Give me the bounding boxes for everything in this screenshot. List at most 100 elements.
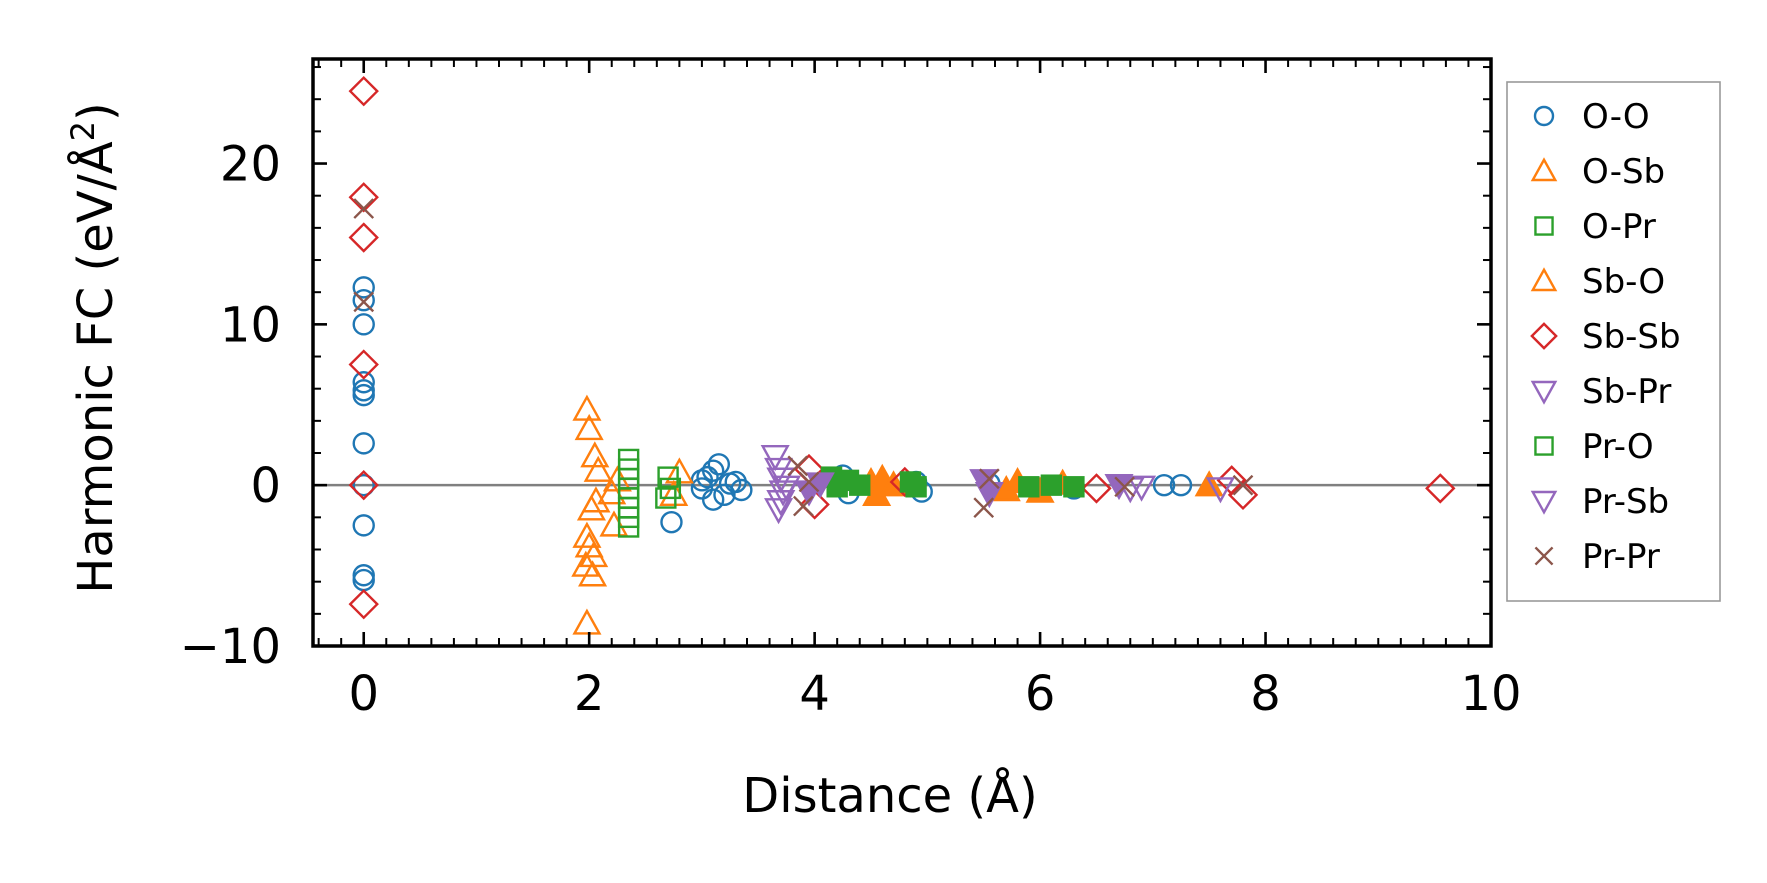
data-point: [690, 477, 714, 500]
data-point: [1530, 157, 1558, 182]
x-tick-label: 2: [574, 666, 605, 722]
y-tick-label: 10: [220, 297, 281, 353]
data-point: [348, 349, 379, 380]
data-point: [348, 75, 379, 107]
data-point: [352, 432, 375, 455]
legend: O-O O-Sb O-Pr Sb-O Sb-Sb Sb-Pr Pr-O Pr-Sb Pr-Pr: [1506, 81, 1721, 602]
legend-item: Pr-Sb: [1530, 482, 1669, 522]
data-point: [1227, 479, 1259, 511]
legend-item: O-O: [1533, 97, 1650, 137]
x-tick-label: 10: [1460, 666, 1521, 722]
plot-frame: [311, 57, 1493, 648]
legend-label: O-Sb: [1582, 152, 1665, 192]
data-point: [352, 473, 375, 497]
data-point: [707, 453, 731, 476]
data-point: [574, 413, 604, 441]
legend-item: Pr-O: [1534, 427, 1654, 467]
x-tick-label: 6: [1025, 666, 1056, 722]
legend-box: [1506, 81, 1721, 602]
data-point: [348, 469, 379, 501]
data-point: [572, 608, 602, 635]
data-point: [572, 521, 602, 548]
data-point: [1530, 380, 1558, 405]
data-point: [1232, 474, 1254, 496]
data-point: [352, 276, 375, 299]
data-point: [348, 588, 379, 620]
data-point: [979, 468, 1000, 490]
data-points: [348, 75, 1456, 635]
series-pr-o: [820, 466, 1085, 498]
x-tick-label: 8: [1250, 666, 1281, 722]
y-tick-label: −10: [180, 619, 281, 675]
data-point: [805, 472, 835, 499]
data-point: [760, 445, 790, 472]
data-point: [578, 560, 608, 587]
data-point: [583, 455, 613, 482]
data-point: [348, 182, 379, 213]
data-point: [1152, 473, 1176, 497]
data-point: [352, 289, 375, 312]
data-point: [352, 313, 375, 336]
legend-label: Sb-O: [1582, 262, 1665, 302]
y-axis-title-main: Harmonic FC (eV/Å: [67, 141, 124, 594]
legend-item: Sb-O: [1530, 262, 1665, 302]
legend-item: Sb-Pr: [1530, 372, 1671, 412]
legend-label: Pr-Sb: [1582, 482, 1669, 522]
legend-label: Sb-Sb: [1582, 317, 1681, 357]
y-tick-label: 0: [250, 458, 281, 514]
data-point: [764, 498, 794, 525]
data-point: [1127, 475, 1157, 502]
data-point: [1530, 490, 1558, 515]
data-point: [655, 487, 677, 509]
x-tick-label: 4: [799, 666, 830, 722]
data-point: [348, 222, 379, 253]
data-point: [1530, 322, 1558, 350]
data-point: [1534, 436, 1554, 456]
data-point: [701, 488, 725, 511]
y-axis-title-close: ): [68, 102, 124, 121]
data-point: [1114, 476, 1135, 498]
data-point: [973, 497, 995, 519]
series-o-pr: [617, 448, 682, 538]
data-point: [730, 478, 753, 502]
data-point: [969, 469, 999, 496]
data-point: [1530, 267, 1558, 292]
legend-label: O-O: [1582, 97, 1650, 137]
data-point: [660, 510, 683, 534]
axis-ticks: [313, 59, 1493, 648]
data-point: [352, 383, 375, 407]
data-point: [353, 198, 375, 219]
data-point: [974, 482, 1004, 509]
y-axis-title-sup: 2: [64, 121, 102, 141]
data-point: [352, 514, 375, 537]
series-pr-pr: [353, 198, 1254, 519]
data-point: [353, 291, 375, 313]
data-point: [1533, 105, 1555, 127]
data-point: [1018, 476, 1040, 498]
data-point: [1169, 473, 1193, 497]
x-tick-label: 0: [348, 666, 379, 722]
data-point: [1534, 216, 1554, 236]
data-point: [1534, 546, 1554, 566]
x-axis-title: Distance (Å): [742, 767, 1037, 824]
legend-item: Sb-Sb: [1530, 317, 1681, 357]
legend-label: Pr-O: [1582, 427, 1654, 467]
data-point: [1063, 476, 1085, 498]
data-point: [798, 471, 820, 493]
data-point: [764, 457, 794, 485]
x-tick-labels: 0 2 4 6 8 10: [348, 666, 1521, 722]
legend-label: Pr-Pr: [1582, 537, 1660, 577]
legend-label: Sb-Pr: [1582, 372, 1671, 412]
legend-item: Pr-Pr: [1534, 537, 1660, 577]
data-point: [905, 476, 927, 498]
y-axis-title: Harmonic FC (eV/Å2): [64, 102, 124, 594]
legend-item: O-Pr: [1534, 207, 1656, 247]
axes-frame: [311, 57, 1493, 648]
plot-background: [313, 59, 1491, 646]
plot-area: [313, 59, 1491, 646]
data-point: [713, 483, 736, 507]
data-point: [1040, 474, 1063, 496]
data-point: [352, 371, 375, 394]
y-tick-label: 20: [220, 137, 281, 193]
